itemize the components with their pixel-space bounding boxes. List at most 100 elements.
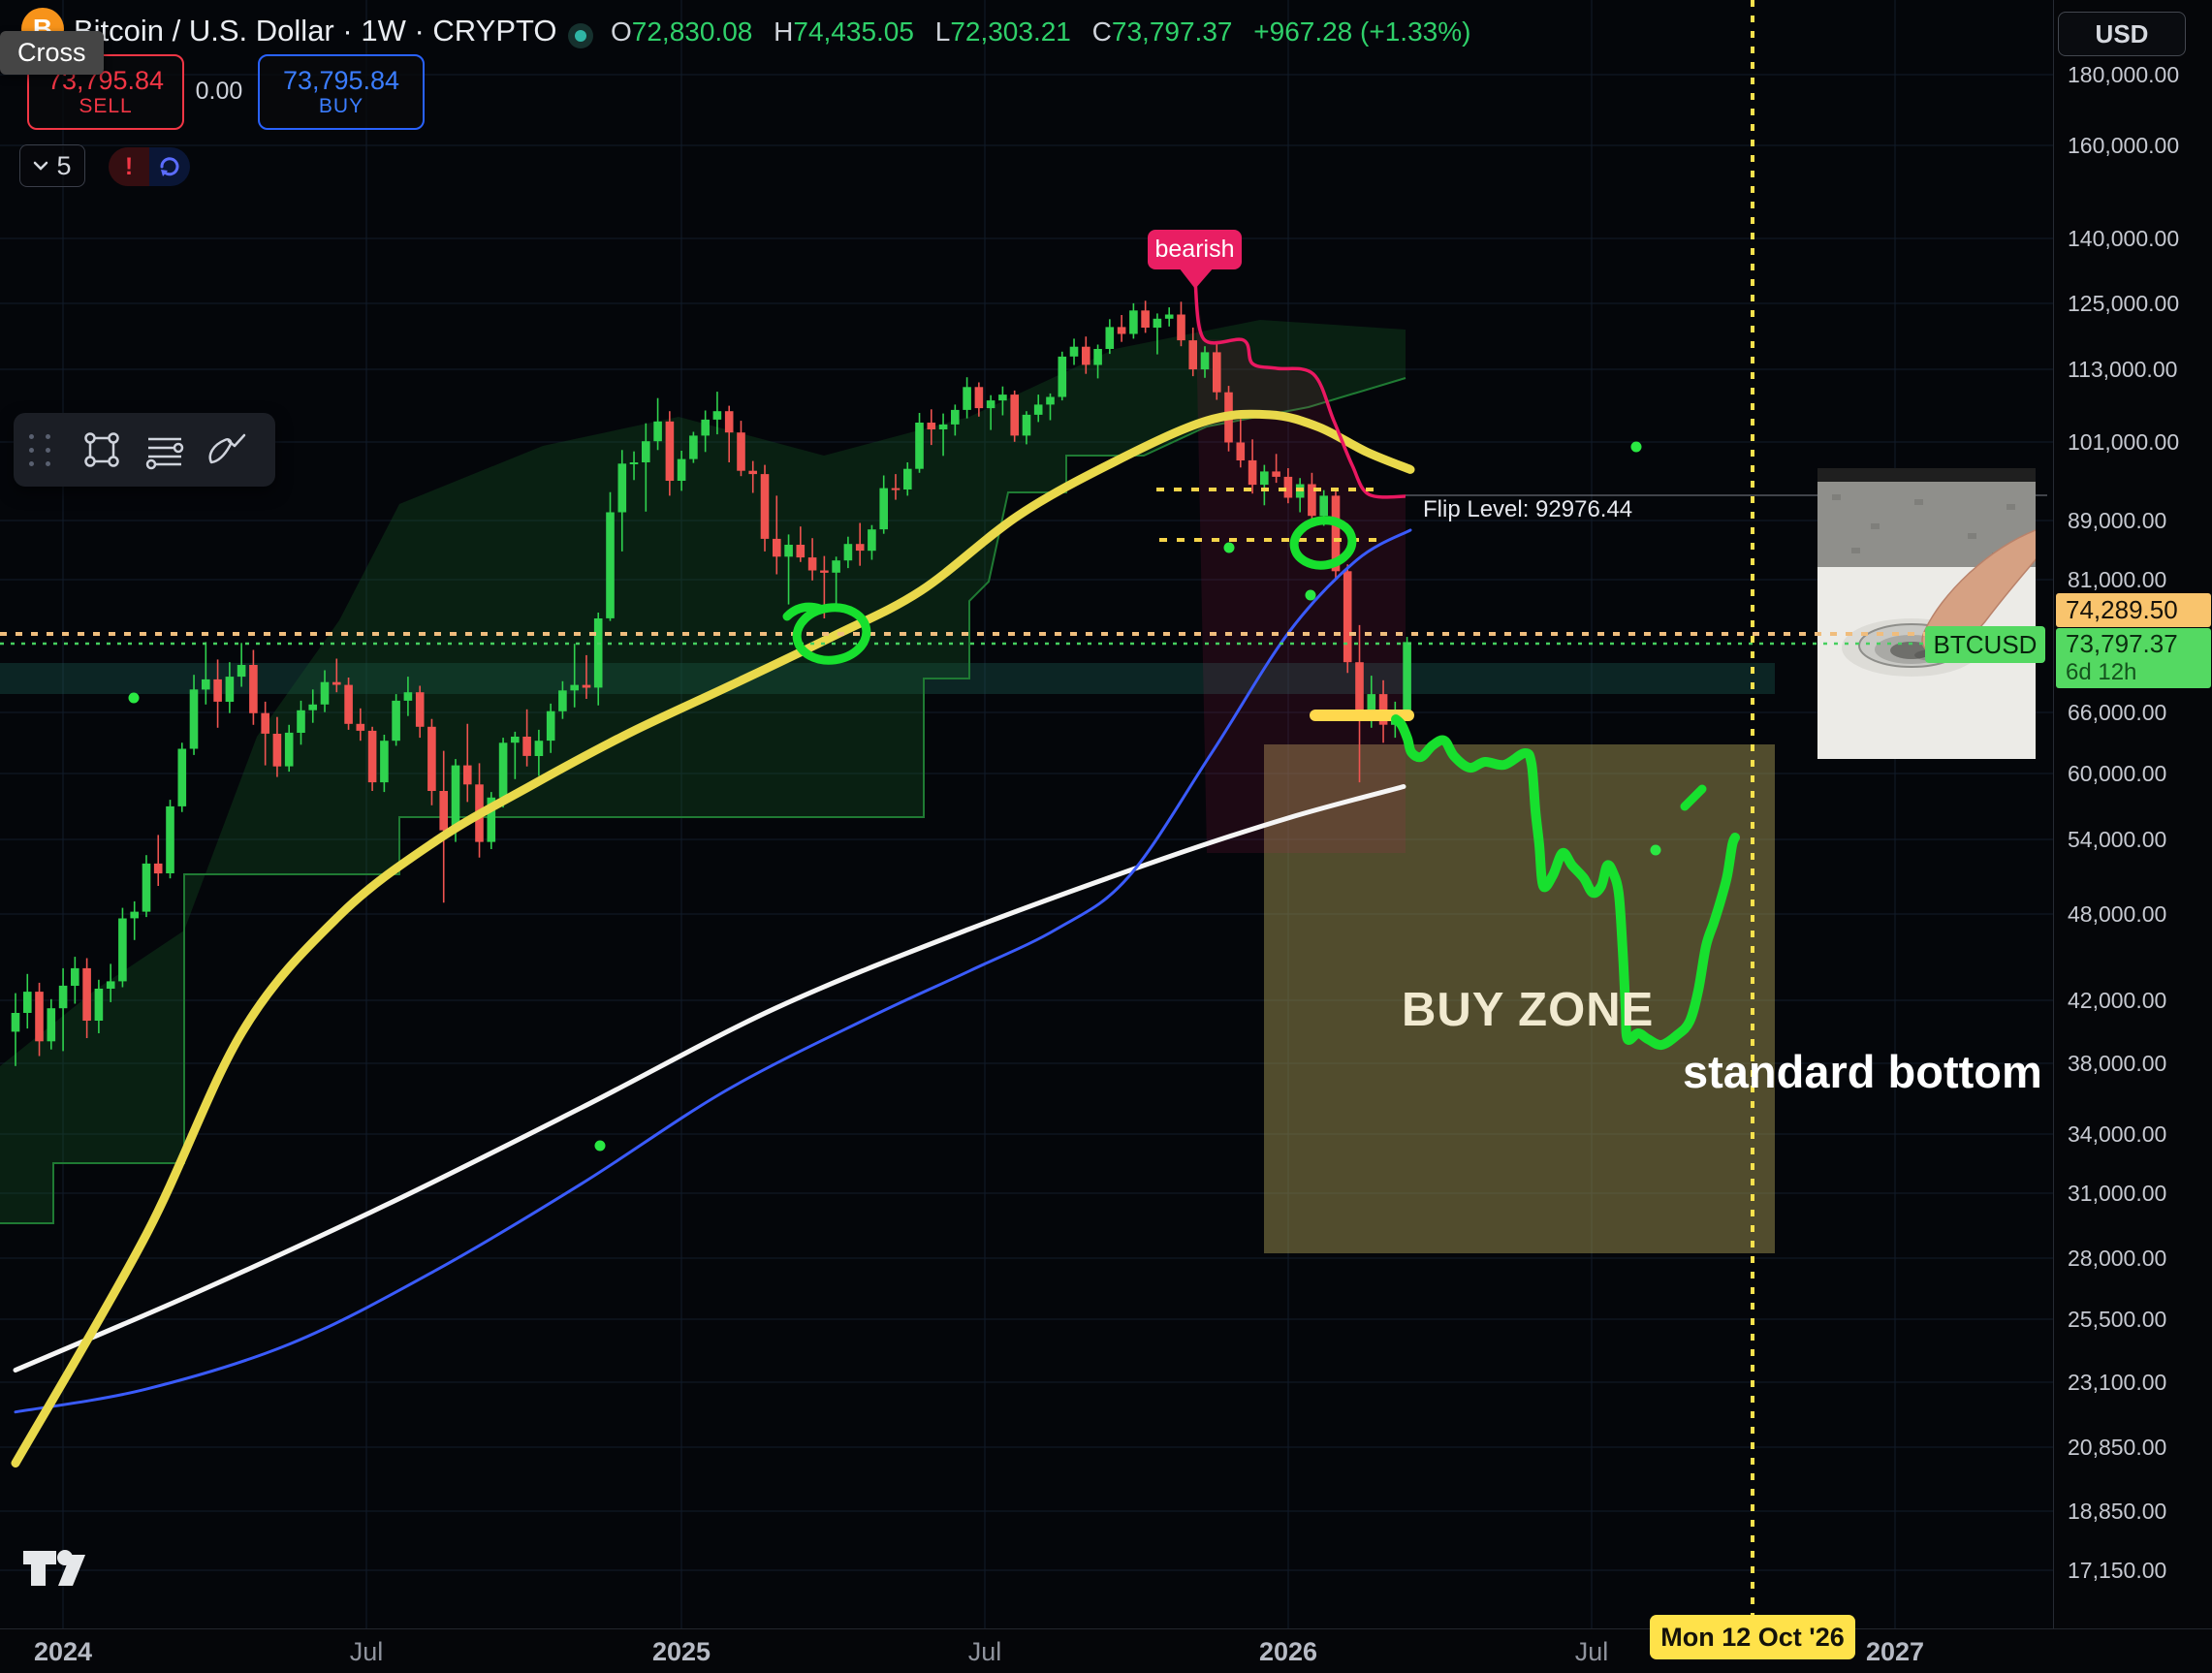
- time-axis-label[interactable]: 2026: [1258, 1637, 1318, 1666]
- time-axis-label[interactable]: Jul: [349, 1637, 384, 1666]
- price-axis-label: 28,000.00: [2068, 1246, 2167, 1271]
- flip-level-label: Flip Level: 92976.44: [1423, 496, 1633, 522]
- price-axis-label: 54,000.00: [2068, 827, 2167, 852]
- green-dot: [1630, 441, 1642, 453]
- ohlc-readout: O72,830.08 H74,435.05 L72,303.21 C73,797…: [611, 16, 1470, 47]
- trend-cloud: [0, 320, 1406, 1223]
- price-axis-label: 38,000.00: [2068, 1051, 2167, 1076]
- close-label: C: [1091, 16, 1112, 47]
- buy-zone-text[interactable]: BUY ZONE: [1402, 984, 1655, 1036]
- time-axis-label[interactable]: 2027: [1865, 1637, 1925, 1666]
- parallel-lines-tool-icon[interactable]: [133, 423, 195, 477]
- sell-button[interactable]: 73,795.84 SELL: [27, 54, 184, 130]
- buy-price: 73,795.84: [282, 66, 400, 95]
- bearish-flag-pointer: [1179, 268, 1214, 289]
- brush-check-tool-icon[interactable]: [195, 423, 257, 477]
- projection-drawing[interactable]: [1391, 714, 1740, 1051]
- green-circle-drawing[interactable]: [1289, 516, 1357, 570]
- crosshair-date-badge: Mon 12 Oct '26: [1650, 1615, 1855, 1659]
- price-axis-label: 180,000.00: [2068, 62, 2180, 87]
- price-axis-label: 140,000.00: [2068, 226, 2180, 251]
- ma-white-slow[interactable]: [13, 784, 1406, 1373]
- bearish-trend-line[interactable]: [1193, 281, 1406, 499]
- price-axis-label: 31,000.00: [2068, 1181, 2167, 1206]
- price-axis-label: 18,850.00: [2068, 1499, 2167, 1524]
- symbol-price-flag: BTCUSD: [1925, 626, 2045, 663]
- avg-price-badge: 74,289.50: [2056, 593, 2211, 627]
- time-axis-label[interactable]: Jul: [967, 1637, 1002, 1666]
- green-dot: [1650, 844, 1661, 856]
- price-axis[interactable]: USD 180,000.00 160,000.00 140,000.00 125,00…: [2053, 0, 2212, 1670]
- low-value: 72,303.21: [950, 16, 1071, 47]
- refresh-icon[interactable]: [149, 147, 190, 186]
- price-axis-label: 48,000.00: [2068, 901, 2167, 927]
- open-value: 72,830.08: [631, 16, 753, 47]
- price-axis-label: 101,000.00: [2068, 429, 2180, 455]
- bearish-flag-label[interactable]: bearish: [1148, 230, 1242, 269]
- green-dot: [1223, 542, 1235, 553]
- green-circle-drawing[interactable]: [792, 603, 871, 665]
- currency-toggle-button[interactable]: USD: [2058, 12, 2186, 56]
- candlestick-series[interactable]: [11, 300, 1411, 1066]
- green-dash-drawing: [1680, 784, 1707, 811]
- spread-value: 0.00: [195, 78, 243, 105]
- price-axis-label: 23,100.00: [2068, 1370, 2167, 1395]
- time-axis[interactable]: 2024 Jul 2025 Jul 2026 Jul 2027: [0, 1628, 2212, 1673]
- open-label: O: [611, 16, 632, 47]
- close-value: 73,797.37: [1111, 16, 1233, 47]
- alert-pill[interactable]: !: [109, 147, 190, 186]
- last-price-badge: 73,797.37 6d 12h: [2056, 628, 2211, 688]
- symbol-title[interactable]: Bitcoin / U.S. Dollar · 1W · CRYPTO: [74, 14, 556, 48]
- time-axis-label[interactable]: Jul: [1574, 1637, 1609, 1666]
- symbol-name[interactable]: Bitcoin / U.S. Dollar: [74, 14, 334, 47]
- bar-count-dropdown[interactable]: 5: [19, 144, 85, 187]
- rectangle-select-tool-icon[interactable]: [71, 423, 133, 477]
- last-price-value: 73,797.37: [2066, 629, 2178, 658]
- price-axis-label: 66,000.00: [2068, 700, 2167, 725]
- market-status-icon[interactable]: [568, 23, 593, 48]
- green-dot: [128, 692, 140, 704]
- support-band-zone[interactable]: [0, 663, 1775, 694]
- buy-zone-rect[interactable]: [1264, 744, 1775, 1253]
- time-axis-label[interactable]: 2025: [651, 1637, 711, 1666]
- tradingview-logo-icon[interactable]: [21, 1543, 85, 1598]
- toolbar-drag-handle-icon[interactable]: [29, 433, 53, 466]
- ma-yellow-fast[interactable]: [11, 409, 1415, 1468]
- sell-label: SELL: [79, 95, 133, 117]
- title-separator: ·: [414, 14, 425, 47]
- buy-button[interactable]: 73,795.84 BUY: [258, 54, 425, 130]
- price-axis-label: 25,500.00: [2068, 1307, 2167, 1332]
- ma-blue-mid[interactable]: [14, 528, 1412, 1414]
- bar-count-value: 5: [56, 150, 72, 180]
- high-label: H: [774, 16, 794, 47]
- standard-bottom-text[interactable]: standard bottom: [1683, 1046, 2042, 1097]
- low-label: L: [934, 16, 951, 47]
- green-dot: [1305, 589, 1316, 601]
- price-axis-label: 17,150.00: [2068, 1558, 2167, 1583]
- chevron-down-icon: [34, 161, 48, 171]
- buy-label: BUY: [318, 95, 364, 117]
- timeframe[interactable]: 1W: [361, 14, 406, 47]
- title-separator: ·: [342, 14, 353, 47]
- exchange-name: CRYPTO: [432, 14, 557, 47]
- drawing-toolbar[interactable]: [14, 413, 275, 487]
- bar-countdown: 6d 12h: [2066, 659, 2137, 685]
- price-axis-label: 42,000.00: [2068, 988, 2167, 1013]
- green-circle-tail: [782, 602, 825, 621]
- change-value: +967.28 (+1.33%): [1253, 16, 1471, 47]
- price-axis-label: 89,000.00: [2068, 508, 2167, 533]
- time-axis-label[interactable]: 2024: [33, 1637, 93, 1666]
- price-axis-label: 81,000.00: [2068, 567, 2167, 592]
- price-axis-label: 113,000.00: [2068, 357, 2178, 382]
- warning-icon[interactable]: !: [109, 147, 149, 186]
- price-axis-label: 160,000.00: [2068, 133, 2180, 158]
- price-axis-label: 34,000.00: [2068, 1121, 2167, 1147]
- drain-video-thumbnail[interactable]: [1817, 468, 2043, 759]
- price-axis-label: 125,000.00: [2068, 291, 2180, 316]
- green-dot: [594, 1140, 606, 1152]
- price-axis-label: 20,850.00: [2068, 1435, 2167, 1460]
- high-value: 74,435.05: [793, 16, 914, 47]
- crosshair-tooltip: Cross: [0, 31, 104, 75]
